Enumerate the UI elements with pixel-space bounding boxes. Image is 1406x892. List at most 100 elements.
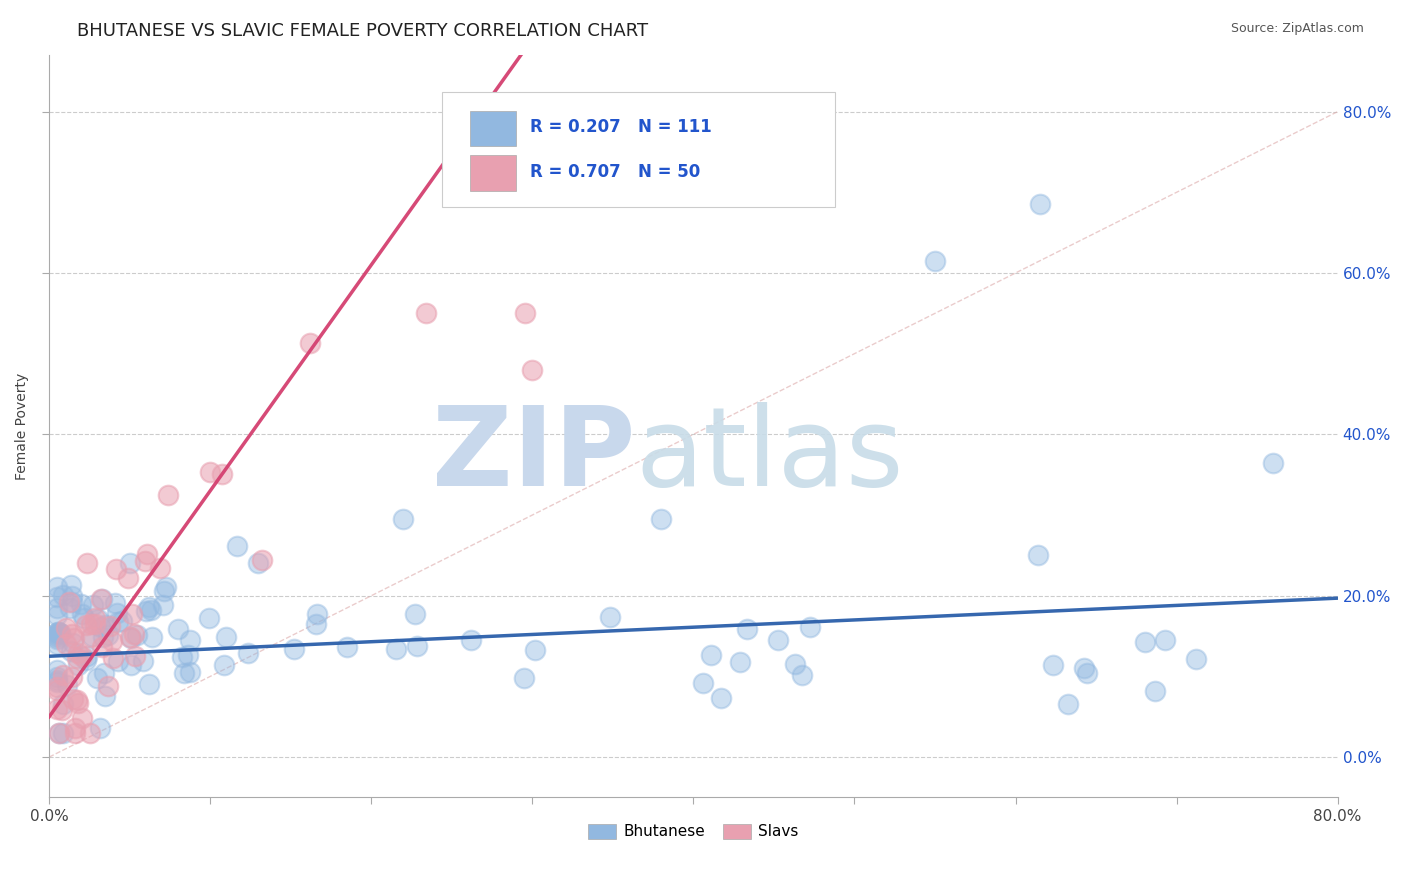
- Point: [135, 547, 157, 561]
- Point: [49, 626, 72, 640]
- Point: [200, 466, 222, 480]
- Point: [73, 611, 96, 625]
- FancyBboxPatch shape: [471, 111, 516, 146]
- Point: [1028, 197, 1050, 211]
- Point: [46, 683, 69, 698]
- Point: [111, 614, 134, 628]
- Point: [46, 675, 69, 690]
- Point: [236, 646, 259, 660]
- Point: [305, 616, 328, 631]
- Point: [66, 696, 89, 710]
- Point: [63, 631, 86, 645]
- Point: [132, 654, 155, 668]
- Point: [1133, 634, 1156, 648]
- Point: [406, 639, 429, 653]
- Point: [94, 618, 117, 632]
- Point: [48, 726, 70, 740]
- Point: [120, 556, 142, 570]
- Point: [60, 589, 83, 603]
- Point: [212, 658, 235, 673]
- Point: [79, 726, 101, 740]
- Point: [87, 612, 110, 626]
- Point: [120, 658, 142, 673]
- Point: [170, 649, 193, 664]
- Point: [211, 467, 233, 481]
- Point: [135, 604, 157, 618]
- Point: [138, 677, 160, 691]
- Point: [48, 726, 70, 740]
- Point: [125, 628, 148, 642]
- Point: [84, 616, 107, 631]
- Point: [75, 618, 97, 632]
- Point: [91, 640, 114, 654]
- Point: [105, 606, 128, 620]
- Point: [46, 680, 69, 694]
- Legend: Bhutanese, Slavs: Bhutanese, Slavs: [582, 818, 804, 846]
- Point: [46, 670, 69, 684]
- Point: [737, 622, 759, 636]
- Point: [1263, 456, 1285, 470]
- Point: [75, 653, 97, 667]
- Point: [62, 691, 84, 706]
- Point: [55, 637, 77, 651]
- Point: [52, 726, 75, 740]
- Point: [710, 690, 733, 705]
- Point: [80, 629, 103, 643]
- Point: [46, 663, 69, 677]
- FancyBboxPatch shape: [471, 155, 516, 191]
- Point: [55, 678, 77, 692]
- Point: [46, 630, 69, 644]
- Point: [924, 253, 946, 268]
- Point: [72, 649, 94, 664]
- Point: [524, 643, 547, 657]
- Point: [59, 577, 82, 591]
- Text: atlas: atlas: [636, 402, 904, 509]
- Point: [48, 626, 70, 640]
- Point: [792, 668, 814, 682]
- Point: [91, 630, 114, 644]
- Point: [59, 601, 82, 615]
- Point: [120, 632, 142, 646]
- Point: [90, 619, 112, 633]
- Point: [1154, 632, 1177, 647]
- Text: ZIP: ZIP: [432, 402, 636, 509]
- Point: [134, 554, 156, 568]
- Point: [179, 665, 201, 679]
- Point: [46, 701, 69, 715]
- Point: [63, 721, 86, 735]
- Point: [70, 711, 93, 725]
- Point: [80, 631, 103, 645]
- Point: [404, 607, 426, 621]
- Point: [97, 628, 120, 642]
- Point: [298, 336, 321, 351]
- Point: [60, 670, 83, 684]
- Point: [98, 619, 121, 633]
- Point: [728, 655, 751, 669]
- Point: [46, 637, 69, 651]
- Point: [46, 624, 69, 639]
- Point: [122, 627, 145, 641]
- Point: [86, 671, 108, 685]
- Point: [141, 603, 163, 617]
- Point: [48, 624, 70, 639]
- Point: [1056, 697, 1078, 711]
- Point: [46, 591, 69, 605]
- Point: [46, 632, 69, 647]
- Point: [599, 610, 621, 624]
- Point: [385, 642, 408, 657]
- Point: [225, 539, 247, 553]
- Point: [66, 646, 89, 660]
- Point: [215, 630, 238, 644]
- Point: [94, 689, 117, 703]
- Point: [335, 640, 357, 654]
- Point: [82, 598, 104, 612]
- Point: [799, 619, 821, 633]
- Y-axis label: Female Poverty: Female Poverty: [15, 373, 30, 480]
- Point: [70, 597, 93, 611]
- Point: [1184, 652, 1206, 666]
- Point: [157, 488, 180, 502]
- Point: [46, 607, 69, 622]
- Point: [307, 607, 329, 621]
- Point: [283, 642, 305, 657]
- Point: [141, 630, 163, 644]
